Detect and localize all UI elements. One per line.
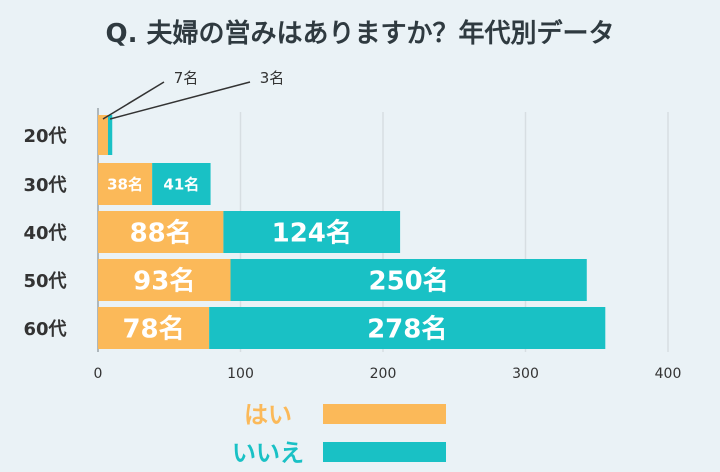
callout-label: 3名 [260,69,285,87]
callout-line [102,81,165,120]
bar-data-label: 124名 [272,217,352,248]
bar-data-label: 78名 [122,313,184,344]
bar-segment [98,163,153,205]
bar-segment [98,211,224,253]
chart-title: Q. 夫婦の営みはありますか？年代別データ [105,18,614,49]
bar-segment [152,163,211,205]
y-axis: 20代 30代 40代 50代 60代 [23,126,66,340]
y-category-label: 60代 [23,319,66,340]
bar-segment [223,211,401,253]
legend-label: はい [244,401,292,429]
y-category-label: 40代 [23,223,66,244]
bar-data-label: 88名 [130,217,192,248]
bar-data-label: 93名 [133,265,195,296]
x-tick-label: 300 [512,366,539,382]
x-tick-label: 100 [227,366,254,382]
legend-swatch [323,404,446,424]
bar-segment [98,307,210,349]
y-category-label: 50代 [23,271,66,292]
x-axis: 0 100 200 300 400 [94,366,682,382]
bar-segment [209,307,606,349]
bars: 38名 41名 88名 124名 93名 250名 78名 278名 [98,115,606,349]
bar-segment [98,115,108,155]
callouts: 7名 3名 [102,69,285,120]
x-tick-label: 200 [370,366,397,382]
bar-data-label: 38名 [107,175,143,193]
callout-line [109,81,251,120]
bar-segment [98,259,231,301]
legend-label: いいえ [232,439,304,467]
bar-data-label: 41名 [163,175,199,193]
callout-label: 7名 [174,69,199,87]
bar-data-label: 250名 [369,265,449,296]
bar-segment [230,259,587,301]
bar-data-label: 278名 [367,313,447,344]
y-category-label: 20代 [23,126,66,147]
bar-segment [107,115,113,155]
x-tick-label: 0 [94,366,103,382]
x-tick-label: 400 [655,366,682,382]
y-category-label: 30代 [23,175,66,196]
legend-swatch [323,442,446,462]
